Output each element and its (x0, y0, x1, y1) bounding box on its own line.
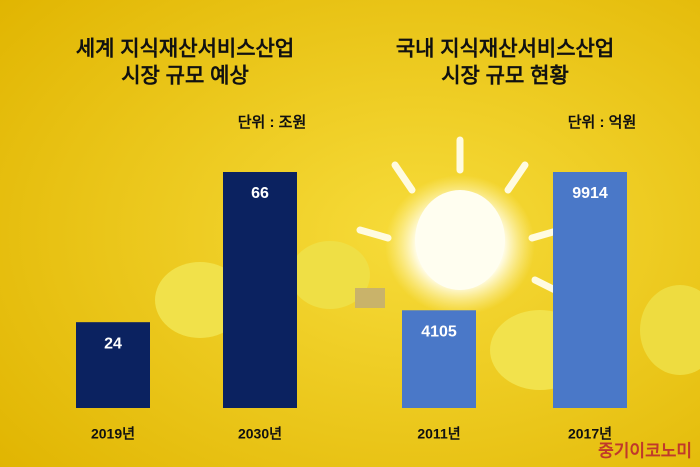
unit-label: 단위 : 억원 (568, 113, 637, 131)
x-tick-label: 2030년 (238, 426, 282, 442)
value-label: 4105 (421, 324, 457, 341)
bar (76, 322, 150, 408)
bar (223, 172, 297, 408)
chart-title: 시장 규모 예상 (121, 65, 249, 88)
chart-title: 세계 지식재산서비스산업 (76, 38, 294, 61)
value-label: 9914 (572, 185, 608, 202)
value-label: 66 (251, 185, 269, 202)
chart-title: 국내 지식재산서비스산업 (396, 38, 614, 61)
chart-title: 시장 규모 현황 (441, 65, 569, 88)
bar (553, 172, 627, 408)
decoration (155, 136, 700, 390)
x-tick-label: 2011년 (417, 426, 460, 442)
bar (402, 310, 476, 408)
value-label: 24 (104, 335, 122, 352)
x-tick-label: 2017년 (568, 426, 612, 442)
x-tick-label: 2019년 (91, 426, 135, 442)
unit-label: 단위 : 조원 (238, 114, 307, 131)
credit: 중기이코노미 (598, 441, 692, 460)
